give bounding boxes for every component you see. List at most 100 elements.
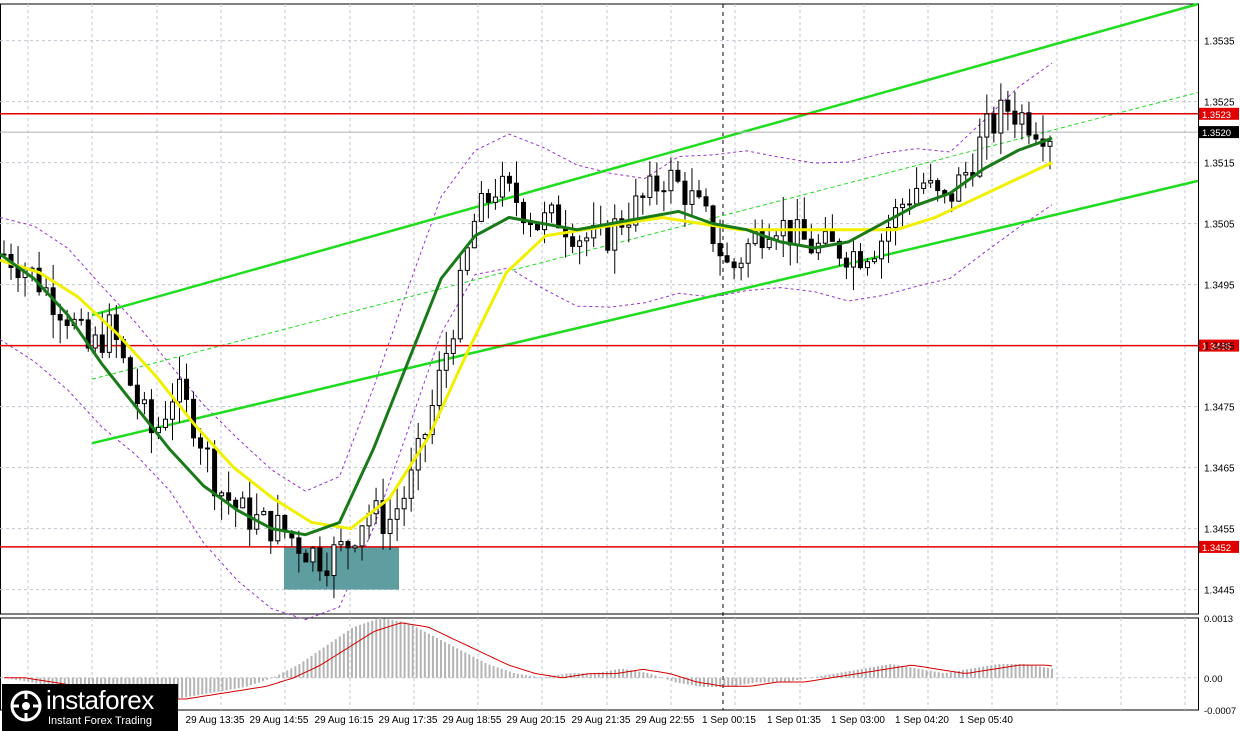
candle-body	[675, 169, 681, 182]
candle-body	[900, 203, 906, 209]
candle-body	[1047, 140, 1053, 147]
candle-body	[647, 175, 653, 198]
candle-body	[499, 175, 505, 198]
candle-body	[78, 318, 84, 321]
candle-body	[689, 190, 695, 205]
price-tick-label: 1.3455	[1204, 525, 1235, 536]
candle-body	[935, 180, 941, 192]
ema-fast-line	[0, 136, 1053, 537]
candle-body	[850, 251, 856, 268]
candle-body	[226, 492, 232, 501]
candle-body	[724, 255, 730, 263]
candle-body	[1012, 110, 1018, 125]
candle-body	[640, 195, 646, 198]
candle-body	[886, 226, 892, 242]
channel-mid-line	[91, 91, 1199, 380]
candle-body	[345, 541, 351, 549]
candle-body	[914, 187, 920, 205]
candle-body	[612, 218, 618, 251]
candle-body	[829, 231, 835, 242]
level-label-bg	[1199, 339, 1239, 352]
candle-body	[513, 182, 519, 203]
price-tick-label: 1.3475	[1204, 403, 1235, 414]
candle-body	[907, 203, 913, 206]
candle-body	[92, 334, 98, 349]
candle-body	[780, 219, 786, 237]
candle-body	[738, 262, 744, 269]
candle-body	[963, 172, 969, 176]
time-tick-label: 1 Sep 05:40	[959, 715, 1013, 726]
candle-body	[113, 314, 119, 340]
oscillator-frame	[0, 617, 1199, 711]
candle-body	[794, 219, 800, 246]
time-tick-label: 1 Sep 03:00	[831, 715, 885, 726]
candle-body	[668, 169, 674, 192]
candle-body	[759, 230, 765, 249]
level-label: 1.3452	[1202, 543, 1231, 554]
envelope-lower	[0, 204, 1053, 621]
candle-body	[998, 99, 1004, 134]
time-tick-label: 29 Aug 22:55	[636, 715, 695, 726]
candle-body	[605, 224, 611, 251]
candles	[1, 83, 1053, 599]
candle-body	[977, 136, 983, 177]
candle-body	[127, 357, 133, 386]
price-axis: 1.3535 1.3525 1.3515 1.3505 1.3495 1.3485 1.34…	[1204, 37, 1235, 597]
candle-body	[261, 510, 267, 516]
level-label: 1.3485	[1202, 342, 1231, 353]
oscillator-panel: 0.0013 0.00 -0.0007	[0, 614, 1236, 717]
candle-body	[169, 401, 175, 420]
candle-body	[443, 352, 449, 371]
candle-body	[535, 224, 541, 231]
candle-body	[626, 224, 632, 228]
candle-body	[696, 190, 702, 198]
candle-body	[991, 113, 997, 134]
level-label-bg	[1199, 540, 1239, 553]
time-tick-label: 1 Sep 04:20	[895, 715, 949, 726]
candle-body	[155, 426, 161, 434]
moving-averages	[0, 136, 1053, 537]
candle-body	[542, 212, 548, 231]
candle-body	[247, 497, 253, 530]
candle-body	[212, 448, 218, 497]
candle-body	[324, 570, 330, 577]
time-tick-label: 29 Aug 18:55	[443, 715, 502, 726]
candle-body	[633, 195, 639, 226]
candle-body	[857, 251, 863, 269]
price-envelope	[0, 62, 1053, 621]
level-label: 1.3523	[1202, 110, 1231, 121]
candle-body	[282, 514, 288, 533]
price-tick-label: 1.3445	[1204, 586, 1235, 597]
candle-body	[787, 219, 793, 246]
candle-body	[577, 240, 583, 247]
candle-body	[682, 180, 688, 205]
candle-body	[492, 196, 498, 203]
current-price-label: 1.3520	[1202, 128, 1231, 139]
candle-body	[57, 314, 63, 321]
candle-body	[520, 201, 526, 224]
candle-body	[717, 242, 723, 257]
time-tick-label: 1 Sep 01:35	[767, 715, 821, 726]
channel-upper-line	[91, 2, 1199, 317]
price-tick-label: 1.3525	[1204, 98, 1235, 109]
candle-body	[240, 497, 246, 509]
candle-body	[148, 399, 154, 434]
candle-body	[99, 334, 105, 353]
candle-body	[331, 544, 337, 577]
osc-signal-line	[4, 622, 1053, 700]
candle-body	[556, 204, 562, 229]
candle-body	[317, 547, 323, 572]
candle-body	[949, 193, 955, 202]
time-tick-label: 29 Aug 20:15	[507, 715, 566, 726]
candle-body	[303, 552, 309, 563]
candle-body	[457, 269, 463, 340]
candle-body	[984, 113, 990, 138]
candle-body	[703, 196, 709, 207]
candle-body	[219, 492, 225, 497]
current-price-bg	[1199, 126, 1239, 139]
candle-body	[1019, 112, 1025, 125]
candle-body	[549, 204, 555, 214]
time-tick-label: 29 Aug 16:15	[315, 715, 374, 726]
